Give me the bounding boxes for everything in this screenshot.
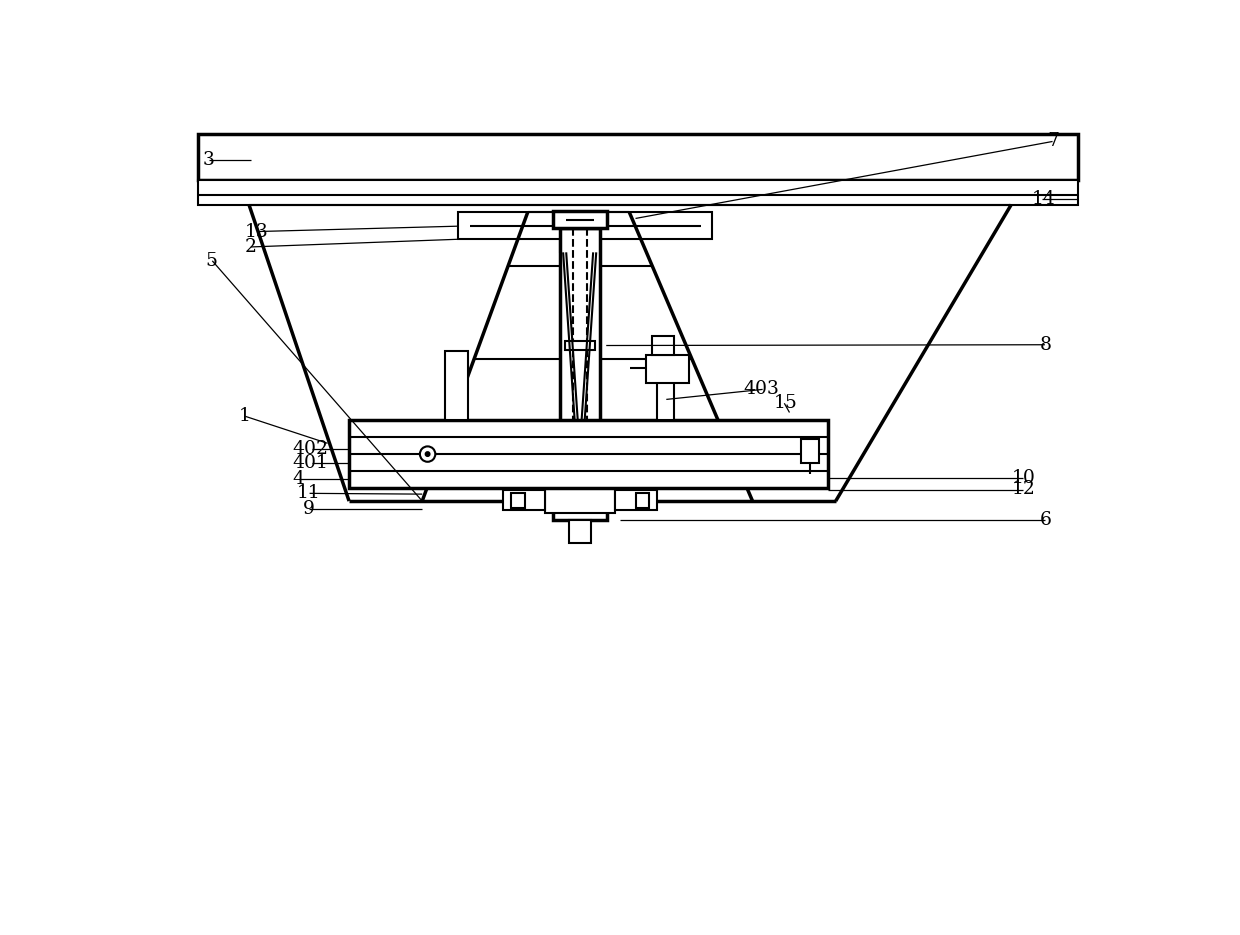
Text: 1: 1 [239,408,250,425]
Bar [657,381,675,420]
Text: 15: 15 [774,395,797,412]
Bar [553,210,608,228]
Bar [445,351,469,420]
Bar [350,420,828,488]
Text: 5: 5 [206,252,218,270]
Bar [198,180,1079,205]
Bar [646,354,689,383]
Circle shape [420,446,435,462]
Bar [198,134,1079,180]
Bar [560,239,573,252]
Text: 4: 4 [293,469,305,488]
Bar [615,490,657,511]
Text: 12: 12 [1012,481,1035,498]
Text: 9: 9 [303,499,315,518]
Bar [560,228,600,501]
Text: 8: 8 [1039,336,1052,353]
Bar [569,520,590,543]
Text: 7: 7 [1047,133,1059,151]
Bar [459,212,713,239]
Bar [587,239,599,252]
Bar [565,341,595,350]
Bar [511,493,525,508]
Text: 13: 13 [244,223,268,240]
Text: 3: 3 [203,151,215,169]
Text: 10: 10 [1012,469,1035,487]
Text: 403: 403 [743,381,779,398]
Bar [652,336,675,354]
Text: 401: 401 [293,453,329,471]
Bar [546,488,615,512]
Text: 6: 6 [1039,511,1052,529]
Circle shape [425,453,429,456]
Bar [553,501,608,520]
Text: 2: 2 [244,237,257,256]
Bar [635,493,650,508]
Bar [503,490,546,511]
Text: 11: 11 [296,484,320,502]
Bar [801,439,818,463]
Text: 14: 14 [1032,190,1055,209]
Text: 402: 402 [293,440,329,458]
